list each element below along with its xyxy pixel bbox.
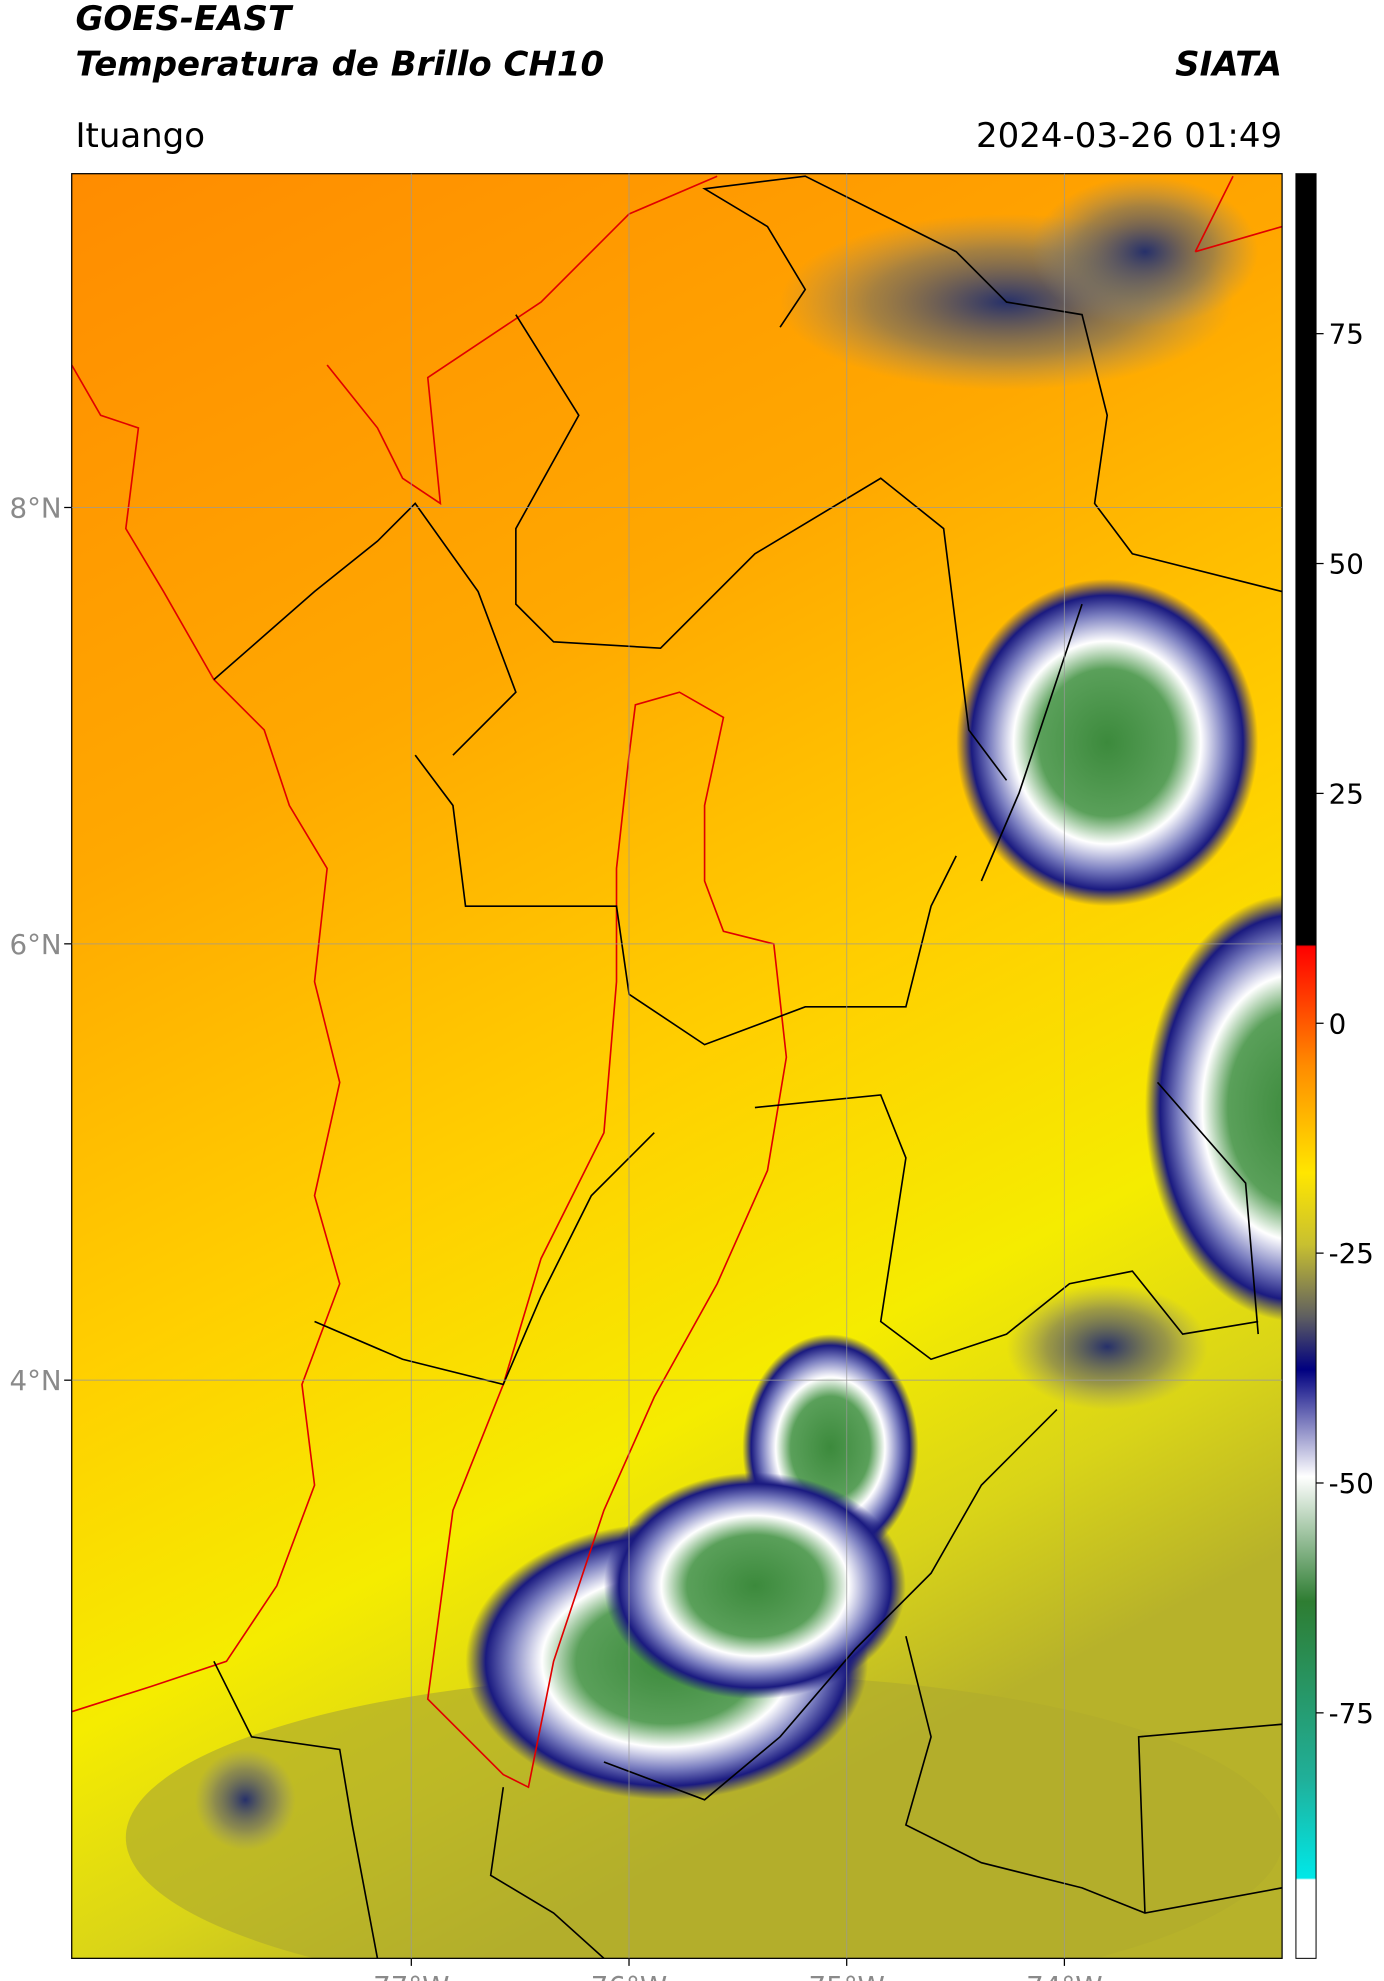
colorbar-tick-label: 75	[1329, 318, 1364, 351]
title: GOES-EAST	[75, 0, 293, 39]
colorbar-tick-label: -25	[1329, 1237, 1374, 1270]
colorbar-tick-label: 0	[1329, 1007, 1347, 1040]
y-tick-label: 4°N	[10, 1364, 62, 1397]
colorbar-ticks: 75 50 25 0 -25 -50 -75	[1316, 318, 1374, 1730]
x-tick-label: 76°W	[591, 1970, 667, 1981]
colorbar-tick-label: -75	[1329, 1697, 1374, 1730]
x-tick-label: 74°W	[1026, 1970, 1102, 1981]
graticule: 77°W 76°W 75°W 74°W 8°N 6°N 4°N	[10, 173, 1283, 1981]
colorbar-tick-label: 25	[1329, 777, 1364, 810]
colorbar	[1295, 173, 1317, 1959]
x-tick-label: 77°W	[373, 1970, 449, 1981]
source: SIATA	[1175, 45, 1282, 85]
datetime: 2024-03-26 01:49	[976, 116, 1282, 156]
location: Ituango	[75, 116, 205, 156]
colorbar-tick-label: 50	[1329, 548, 1364, 581]
map-image	[71, 173, 1283, 1959]
map-frame	[71, 173, 1283, 1959]
y-tick-label: 8°N	[10, 492, 62, 525]
subtitle: Temperatura de Brillo CH10	[75, 45, 604, 85]
x-tick-label: 75°W	[808, 1970, 884, 1981]
y-tick-label: 6°N	[10, 928, 62, 961]
colorbar-tick-label: -50	[1329, 1467, 1374, 1500]
